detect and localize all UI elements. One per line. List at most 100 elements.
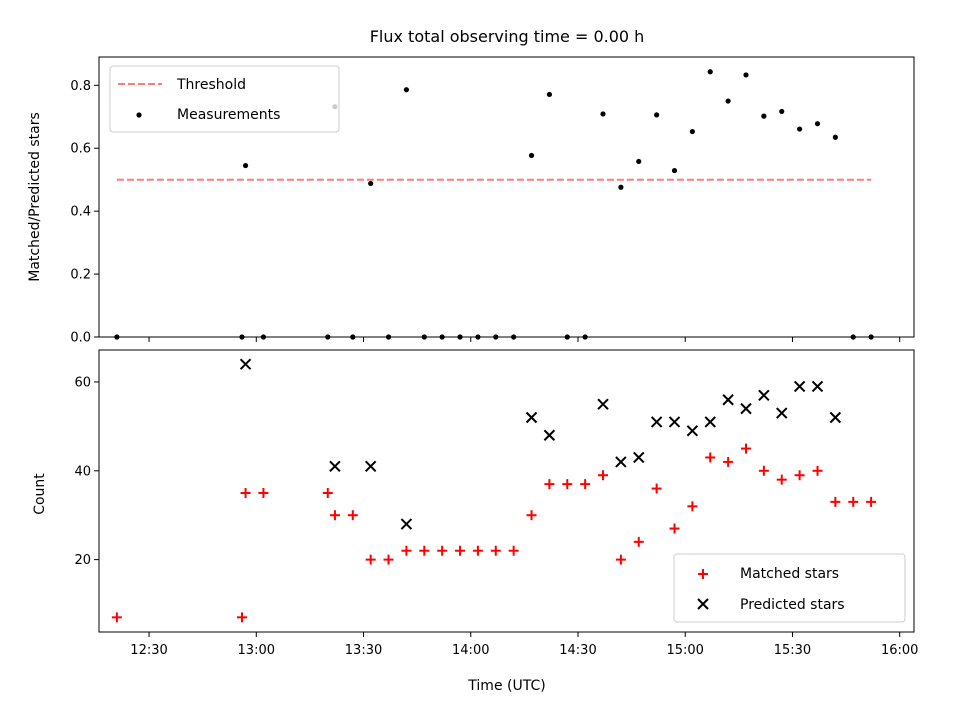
x-tick-label: 14:00 [452,643,489,658]
measurement-point [671,167,678,174]
y-tick-label: 20 [74,553,91,568]
y-tick-label: 0.2 [70,268,91,283]
measurement-point [743,72,749,78]
predicted-star-point [597,398,609,410]
matched-star-point [490,545,501,556]
predicted-star-point [776,407,788,419]
matched-star-point [240,487,251,498]
matched-star-point [347,510,358,521]
matched-star-point [544,479,555,490]
matched-star-point [758,465,769,476]
y-tick-label: 0.6 [70,142,91,157]
legend-measurements-swatch [136,112,142,118]
matched-star-point [437,545,448,556]
matched-star-point [794,470,805,481]
predicted-star-point [758,389,770,402]
predicted-star-point [329,460,341,473]
matched-star-point [258,487,269,498]
matched-star-point [598,470,609,481]
measurement-point [707,69,713,75]
predicted-star-point [811,380,824,393]
matched-star-point [401,545,412,556]
matched-star-point [848,496,859,507]
matched-star-point [508,545,519,556]
y-tick-label: 0.4 [70,205,91,220]
top-legend-box [109,65,340,133]
bottom-y-axis: 20 40 60 [74,375,99,568]
predicted-star-point [364,460,377,473]
bottom-x-axis: 12:30 13:00 13:30 14:00 14:30 15:00 15:30 16:00 [130,632,918,658]
measurement-point [725,98,731,104]
predicted-star-point [686,425,699,437]
predicted-star-point [722,394,734,406]
matched-star-point [526,510,537,521]
measurement-point [832,134,838,140]
legend-threshold-label: Threshold [176,77,246,93]
matched-star-point [419,545,430,556]
bottom-plot-frame [98,349,915,633]
matched-star-point [472,545,483,556]
matched-star-point [111,612,122,623]
matched-star-point [562,479,573,490]
top-y-axis: 0.0 0.2 0.4 0.6 0.8 [70,79,99,346]
legend-matched-swatch [698,569,708,579]
bottom-legend: Matched stars Predicted stars [673,553,906,623]
bottom-legend-box [673,553,906,623]
predicted-star-point [239,358,252,370]
x-tick-label: 13:30 [345,643,382,658]
predicted-star-point [633,451,645,464]
legend-predicted-swatch [697,598,709,610]
predicted-star-point [543,429,556,441]
matched-star-point [705,452,716,463]
x-tick-label: 14:30 [559,643,596,658]
measurement-point [636,158,642,165]
x-tick-label: 15:00 [666,643,703,658]
predicted-star-point [400,518,413,530]
measurement-point [242,162,249,169]
matched-star-point [383,554,394,565]
y-tick-label: 0.8 [70,79,91,94]
matched-star-point [329,510,340,521]
legend-matched-label: Matched stars [740,566,839,582]
predicted-star-point [793,380,806,393]
predicted-star-point [668,416,681,428]
measurement-point [546,91,552,98]
measurement-point [618,184,624,190]
measurement-point [814,121,821,127]
predicted-star-point [704,416,716,428]
predicted-star-point [615,456,627,468]
bottom-y-axis-label: Count [32,473,48,515]
matched-star-point [723,456,734,467]
y-tick-label: 60 [74,375,91,390]
top-legend: Threshold Measurements [109,65,340,133]
matched-star-point [866,496,877,507]
matched-star-point [322,487,333,498]
predicted-star-point [829,411,842,424]
matched-star-point [669,523,680,534]
x-tick-label: 16:00 [881,643,918,658]
x-tick-label: 12:30 [130,643,167,658]
x-tick-label: 15:30 [774,643,811,658]
predicted-star-point [525,411,538,424]
x-axis-label: Time (UTC) [467,678,545,694]
y-tick-label: 0.0 [70,331,91,346]
matched-star-point [365,554,376,565]
x-tick-label: 13:00 [238,643,275,658]
y-tick-label: 40 [74,464,91,479]
top-plot-frame [98,56,915,338]
matched-star-point [830,496,841,507]
matched-star-point [687,501,698,512]
legend-measurements-label: Measurements [177,107,280,123]
matched-star-point [776,474,787,485]
measurement-point [689,128,695,135]
measurement-point [654,112,660,118]
matched-star-point [740,443,751,454]
measurement-point [761,113,767,119]
predicted-star-point [740,402,752,415]
matched-star-point [455,545,466,556]
matched-star-point [633,536,644,547]
measurement-point [368,180,374,187]
top-y-axis-label: Matched/Predicted stars [27,112,43,282]
measurement-point [779,108,785,115]
